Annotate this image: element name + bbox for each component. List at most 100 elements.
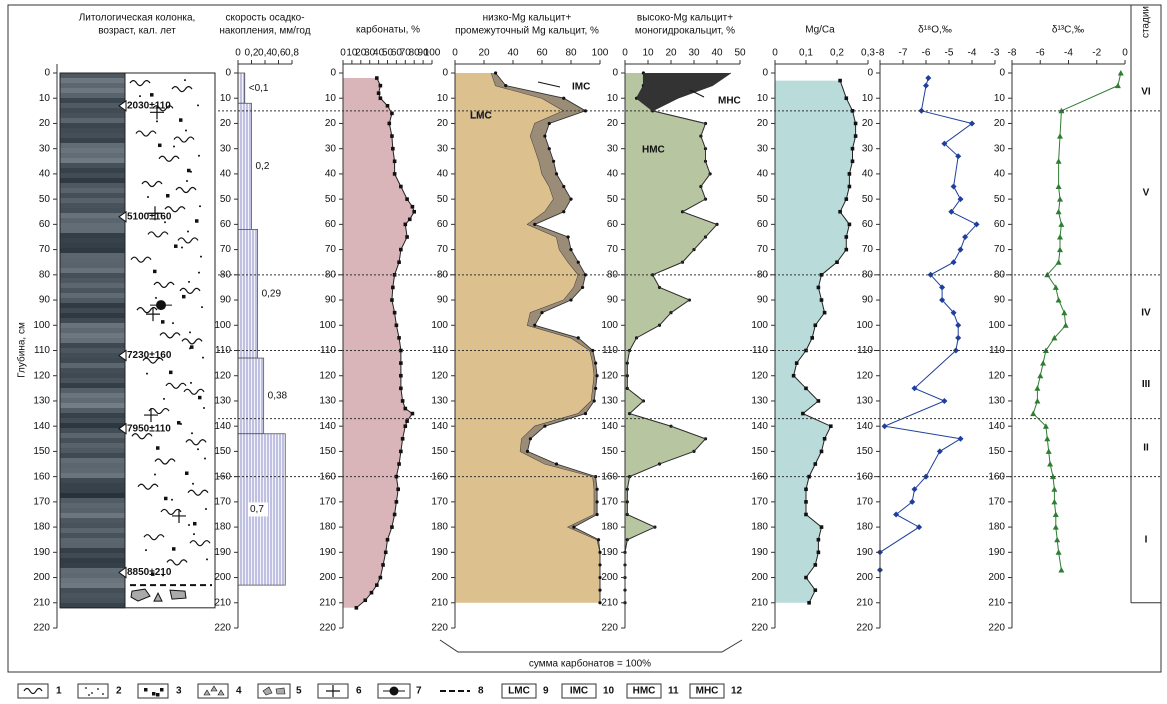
- point: [386, 538, 390, 542]
- y-tick-label: 100: [601, 320, 618, 331]
- point: [845, 235, 849, 239]
- core-band: [60, 313, 125, 319]
- y-tick-label: 190: [601, 547, 618, 558]
- y-tick-label: 60: [757, 219, 769, 230]
- core-band: [60, 303, 125, 309]
- core-band: [60, 88, 125, 94]
- core-band: [60, 103, 125, 109]
- litho-dot: [181, 246, 183, 248]
- core-band: [60, 203, 125, 209]
- y-tick-label: 80: [39, 269, 51, 280]
- y-tick-label: 50: [39, 194, 51, 205]
- age-label: 8850±210: [127, 567, 172, 578]
- point: [1061, 310, 1067, 316]
- x-tick-label: 10: [642, 48, 654, 59]
- y-tick-label: 30: [325, 143, 337, 154]
- core-band: [60, 233, 125, 239]
- core-band: [60, 423, 125, 429]
- x-tick-label: -7: [899, 48, 908, 59]
- point: [548, 147, 551, 150]
- panel-title: накопления, мм/год: [219, 26, 310, 37]
- point: [379, 576, 383, 580]
- litho-square: [193, 522, 197, 526]
- legend-code: IMC: [570, 686, 588, 697]
- litho-dot: [155, 297, 157, 299]
- litho-dot: [201, 306, 203, 308]
- x-tick-label: 0,2: [830, 48, 844, 59]
- core-band: [60, 393, 125, 399]
- core-band: [60, 123, 125, 129]
- core-band: [60, 168, 125, 174]
- y-tick-label: 170: [214, 497, 231, 508]
- litho-square: [198, 396, 202, 400]
- y-tick-label: 10: [220, 93, 232, 104]
- point: [391, 286, 395, 290]
- point: [395, 500, 399, 504]
- core-band: [60, 338, 125, 344]
- core-band: [60, 548, 125, 554]
- litho-dot: [199, 205, 201, 207]
- core-band: [60, 553, 125, 559]
- point: [823, 437, 827, 441]
- core-band: [60, 173, 125, 179]
- core-band: [60, 363, 125, 369]
- value-label: <0,1: [249, 83, 269, 94]
- y-tick-label: 10: [862, 93, 874, 104]
- y-tick-label: 120: [33, 370, 50, 381]
- y-tick-label: 70: [325, 244, 337, 255]
- y-tick-label: 200: [214, 572, 231, 583]
- core-band: [60, 248, 125, 254]
- panel-title: возраст, кал. лет: [98, 26, 176, 37]
- y-tick-label: 150: [856, 446, 873, 457]
- point: [526, 450, 529, 453]
- legend-number: 5: [296, 686, 302, 697]
- core-band: [60, 438, 125, 444]
- point: [598, 563, 601, 566]
- y-tick-label: 10: [757, 93, 769, 104]
- core-band: [60, 188, 125, 194]
- core-band: [60, 263, 125, 269]
- litho-square: [177, 421, 181, 425]
- y-tick-label: 30: [220, 143, 232, 154]
- y-tick-label: 170: [751, 497, 768, 508]
- y-tick-label: 30: [862, 143, 874, 154]
- core-band: [60, 598, 125, 604]
- area-fill: [343, 78, 414, 608]
- core-band: [60, 208, 125, 214]
- point: [848, 185, 852, 189]
- y-tick-label: 120: [319, 370, 336, 381]
- point: [596, 488, 599, 491]
- point: [838, 210, 842, 214]
- y-tick-label: 60: [994, 219, 1006, 230]
- core-band: [60, 283, 125, 289]
- y-tick-label: 60: [437, 219, 449, 230]
- y-tick-label: 20: [757, 118, 769, 129]
- core-band: [60, 153, 125, 159]
- core-band: [60, 573, 125, 579]
- legend-code: MHC: [696, 686, 719, 697]
- point: [375, 583, 379, 587]
- point: [1051, 499, 1057, 505]
- y-tick-label: 130: [214, 396, 231, 407]
- litho-nodule: [156, 300, 166, 310]
- y-axis-title: Глубина, см: [16, 322, 28, 378]
- point: [1051, 486, 1057, 492]
- core-band: [60, 373, 125, 379]
- y-tick-label: 50: [862, 194, 874, 205]
- point: [1057, 234, 1063, 240]
- point: [955, 335, 961, 341]
- point: [552, 160, 555, 163]
- x-tick-label: 100: [592, 48, 609, 59]
- x-tick-label: 0,6: [272, 48, 286, 59]
- point: [594, 362, 597, 365]
- point: [925, 75, 931, 81]
- y-tick-label: 80: [607, 269, 619, 280]
- point: [581, 286, 584, 289]
- point: [817, 551, 821, 555]
- point: [804, 500, 808, 504]
- litho-square: [182, 295, 186, 299]
- point: [823, 311, 827, 315]
- core-band: [60, 408, 125, 414]
- point: [401, 437, 405, 441]
- y-tick-label: 220: [988, 623, 1005, 634]
